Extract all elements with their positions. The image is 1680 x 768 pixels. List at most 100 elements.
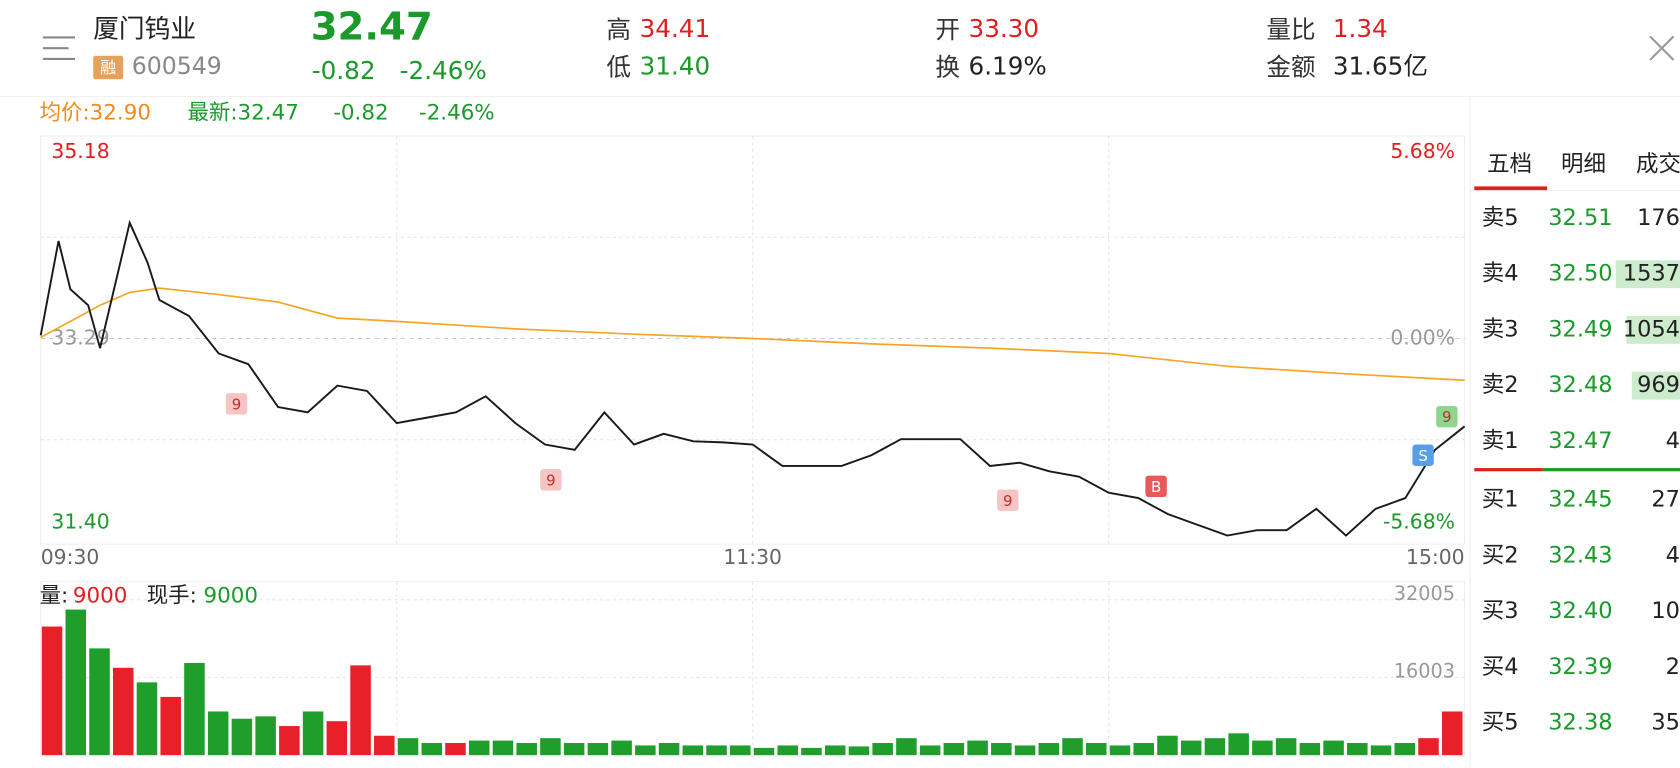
side-label: 卖3 xyxy=(1482,316,1519,342)
stock-name: 厦门钨业 xyxy=(93,14,196,44)
tab[interactable]: 五档 xyxy=(1487,151,1532,177)
volume-bar xyxy=(1275,738,1297,756)
volume-bar xyxy=(753,747,775,756)
volume-bar xyxy=(1441,711,1463,756)
price: 32.45 xyxy=(1548,487,1612,513)
signal-label: 9 xyxy=(1003,492,1013,510)
volume-bar xyxy=(184,662,205,756)
signal-label: 9 xyxy=(1442,408,1452,426)
price-frame xyxy=(40,135,1466,545)
side-label: 卖5 xyxy=(1482,205,1519,231)
value: 31.40 xyxy=(640,51,711,80)
size: 176 xyxy=(1637,205,1680,231)
spread-line-green xyxy=(1542,468,1680,472)
price: 32.51 xyxy=(1548,205,1612,231)
price: 32.48 xyxy=(1548,372,1612,398)
volume-bar xyxy=(89,648,110,756)
volume-bar xyxy=(160,696,181,756)
label: 低 xyxy=(606,53,631,82)
signal-marker: 9 xyxy=(1436,405,1458,428)
price: 32.43 xyxy=(1548,542,1612,568)
volume-bar xyxy=(991,743,1012,756)
price: 32.49 xyxy=(1548,316,1612,342)
volume-bar xyxy=(1347,743,1368,756)
volume-bar xyxy=(1323,740,1344,756)
stock-code: 600549 xyxy=(132,52,222,80)
volume-bar xyxy=(824,745,846,756)
change-pct: -2.46% xyxy=(419,101,495,126)
label: 量: xyxy=(40,584,69,609)
volume-bar xyxy=(1133,743,1154,756)
active-tab-underline xyxy=(1474,186,1548,191)
volume-bar xyxy=(112,667,134,756)
size: 969 xyxy=(1637,372,1680,398)
y-tick-label: 32005 xyxy=(1394,582,1455,605)
signal-box xyxy=(1412,444,1434,466)
side-label: 卖4 xyxy=(1482,261,1519,287)
depth-shade xyxy=(1631,371,1680,400)
tab[interactable]: 成交 xyxy=(1636,151,1680,177)
signal-marker: B xyxy=(1145,475,1167,498)
size: 4 xyxy=(1666,428,1680,454)
signal-label: 9 xyxy=(546,471,556,489)
x-tick-label: 09:30 xyxy=(41,545,100,569)
volume-bar xyxy=(872,743,893,756)
value: 9000 xyxy=(73,584,127,609)
signal-label: 9 xyxy=(232,395,242,413)
volume-bar xyxy=(1370,745,1392,756)
volume-bar xyxy=(350,665,371,756)
volume-bar xyxy=(41,626,63,756)
value: 34.41 xyxy=(640,14,711,43)
y-tick-label: 16003 xyxy=(1394,660,1455,683)
volume-bar xyxy=(231,718,253,756)
volume-bar xyxy=(967,740,988,756)
label: 量比 xyxy=(1266,15,1315,44)
volume-bar xyxy=(65,609,87,756)
price: 32.38 xyxy=(1548,710,1612,736)
signal-box xyxy=(225,393,248,415)
change-pct: -2.46% xyxy=(400,56,487,85)
volume-bar xyxy=(1086,743,1107,756)
volume-bar xyxy=(706,745,727,756)
size: 2 xyxy=(1666,654,1680,680)
signal-marker: 9 xyxy=(997,489,1019,511)
volume-bar xyxy=(326,721,348,756)
side-label: 买3 xyxy=(1482,598,1519,624)
value: 6.19% xyxy=(969,51,1047,80)
close-button[interactable] xyxy=(1649,35,1675,61)
volume-bar xyxy=(468,740,490,756)
label: 换 xyxy=(935,53,960,82)
volume-bar xyxy=(302,711,324,756)
volume-bar xyxy=(1418,738,1439,756)
size: 35 xyxy=(1651,710,1680,736)
tag-box xyxy=(93,55,124,80)
signal-label: S xyxy=(1418,447,1428,465)
volume-bar xyxy=(255,716,276,756)
y-tick-label: 35.18 xyxy=(51,139,109,163)
volume-bar xyxy=(730,745,751,756)
menu-icon[interactable] xyxy=(42,36,75,60)
price: 32.50 xyxy=(1548,261,1612,287)
price-line xyxy=(40,287,1465,382)
volume-bar xyxy=(1038,743,1060,756)
volume-bar xyxy=(374,735,395,756)
label: 现手: xyxy=(147,584,197,609)
signal-box xyxy=(997,489,1019,511)
tag: 融 xyxy=(100,58,116,77)
tab[interactable]: 明细 xyxy=(1561,151,1606,177)
volume-bar xyxy=(563,743,585,756)
y2-tick-label: 0.00% xyxy=(1390,325,1455,349)
volume-bar xyxy=(1394,743,1416,756)
price: 32.47 xyxy=(1548,428,1612,454)
change: -0.82 xyxy=(333,101,388,126)
side-label: 卖2 xyxy=(1482,372,1519,398)
volume-bar xyxy=(896,738,917,756)
volume-bar xyxy=(611,740,632,756)
signal-marker: 9 xyxy=(540,469,562,491)
volume-bar xyxy=(1228,733,1249,756)
price-line xyxy=(39,219,1466,537)
change: -0.82 xyxy=(312,56,376,85)
volume-bar xyxy=(682,745,704,756)
